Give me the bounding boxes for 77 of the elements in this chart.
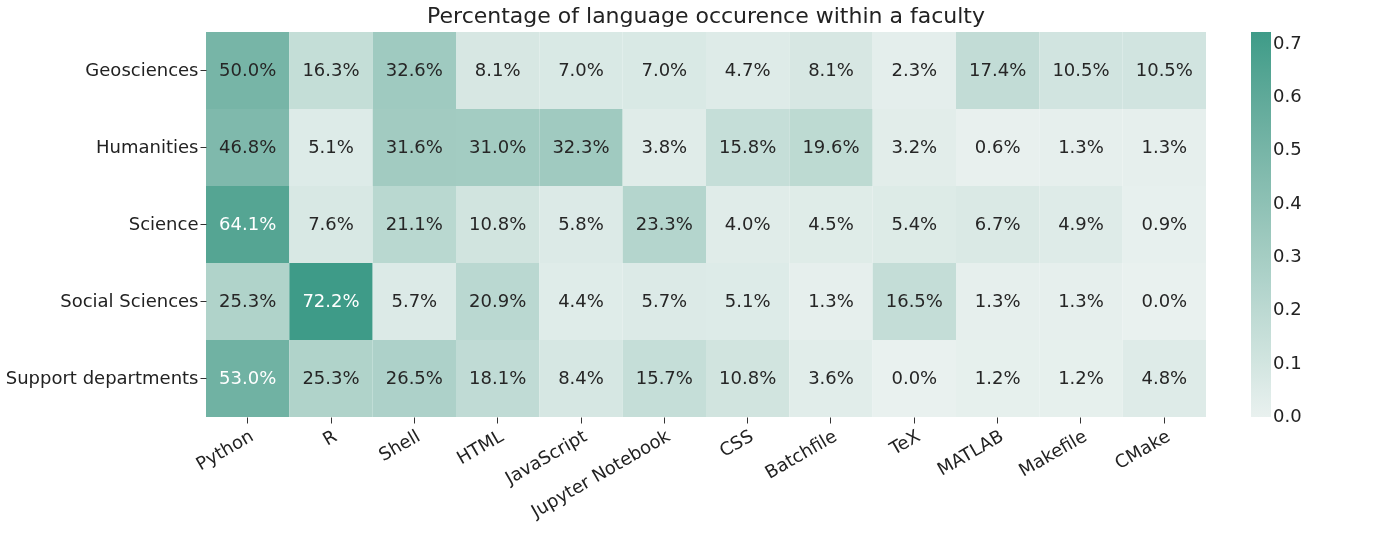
data-label: 2.3% xyxy=(891,58,938,80)
data-label: 10.8% xyxy=(469,212,527,234)
color-bar-label: 0.5 xyxy=(1273,138,1302,160)
data-label: 1.3% xyxy=(974,289,1021,311)
data-label: 8.1% xyxy=(808,58,854,80)
y-tick-label: Science xyxy=(128,212,199,234)
data-label: 53.0% xyxy=(219,366,277,388)
data-label: 0.6% xyxy=(974,135,1021,157)
data-label: 16.3% xyxy=(302,58,360,80)
data-label: 17.4% xyxy=(969,58,1027,80)
data-label: 31.0% xyxy=(469,135,527,157)
data-label: 15.7% xyxy=(635,366,693,388)
color-bar-label: 0.1 xyxy=(1273,351,1302,373)
data-label: 1.2% xyxy=(1058,366,1104,388)
data-label: 7.0% xyxy=(641,58,688,80)
data-label: 5.8% xyxy=(558,212,604,234)
data-label: 46.8% xyxy=(219,135,277,157)
color-bar-label: 0.4 xyxy=(1273,191,1302,213)
data-label: 8.4% xyxy=(558,366,604,388)
data-label: 26.5% xyxy=(385,366,443,388)
y-tick-label: Geosciences xyxy=(85,58,199,80)
data-label: 4.8% xyxy=(1141,366,1188,388)
data-label: 4.4% xyxy=(558,289,604,311)
data-label: 25.3% xyxy=(219,289,277,311)
y-tick-label: Support departments xyxy=(5,366,199,388)
data-label: 20.9% xyxy=(469,289,527,311)
chart-title: Percentage of language occurence within a faculty xyxy=(427,3,985,28)
color-bar-label: 0.0 xyxy=(1273,405,1302,426)
data-label: 0.9% xyxy=(1141,212,1188,234)
data-label: 7.0% xyxy=(558,58,604,80)
data-label: 50.0% xyxy=(219,58,277,80)
x-tick-label: TeX xyxy=(884,424,924,460)
data-label: 1.3% xyxy=(808,289,854,311)
data-label: 7.6% xyxy=(308,212,354,234)
data-label: 10.8% xyxy=(719,366,777,388)
data-label: 10.5% xyxy=(1052,58,1110,80)
data-label: 25.3% xyxy=(302,366,360,388)
color-bar-label: 0.7 xyxy=(1273,31,1302,53)
data-label: 5.4% xyxy=(891,212,938,234)
data-label: 0.0% xyxy=(1141,289,1188,311)
data-label: 4.7% xyxy=(724,58,771,80)
data-label: 15.8% xyxy=(719,135,777,157)
x-tick-label: CSS xyxy=(715,424,757,461)
data-label: 1.2% xyxy=(974,366,1021,388)
data-label: 4.9% xyxy=(1058,212,1104,234)
color-bar-label: 0.2 xyxy=(1273,298,1302,320)
data-label: 4.0% xyxy=(724,212,771,234)
data-label: 23.3% xyxy=(635,212,693,234)
data-label: 8.1% xyxy=(474,58,521,80)
color-bar-label: 0.3 xyxy=(1273,245,1302,267)
data-label: 5.7% xyxy=(641,289,688,311)
data-label: 5.1% xyxy=(308,135,354,157)
data-label: 18.1% xyxy=(469,366,527,388)
data-label: 5.7% xyxy=(391,289,438,311)
data-label: 1.3% xyxy=(1141,135,1188,157)
data-label: 1.3% xyxy=(1058,135,1104,157)
color-bar-label: 0.6 xyxy=(1273,85,1302,107)
data-label: 72.2% xyxy=(302,289,360,311)
data-label: 32.6% xyxy=(385,58,443,80)
data-label: 21.1% xyxy=(385,212,443,234)
data-label: 32.3% xyxy=(552,135,610,157)
data-label: 64.1% xyxy=(219,212,277,234)
data-label: 4.5% xyxy=(808,212,854,234)
data-label: 6.7% xyxy=(974,212,1021,234)
data-label: 16.5% xyxy=(885,289,943,311)
data-label: 10.5% xyxy=(1135,58,1193,80)
data-label: 1.3% xyxy=(1058,289,1104,311)
data-label: 0.0% xyxy=(891,366,938,388)
data-label: 3.2% xyxy=(891,135,938,157)
data-label: 19.6% xyxy=(802,135,860,157)
y-tick-label: Social Sciences xyxy=(60,289,199,311)
data-label: 31.6% xyxy=(385,135,443,157)
data-label: 5.1% xyxy=(724,289,771,311)
data-label: 3.6% xyxy=(808,366,854,388)
data-label: 3.8% xyxy=(641,135,688,157)
y-tick-label: Humanities xyxy=(96,135,199,157)
x-tick-label: R xyxy=(318,424,340,450)
